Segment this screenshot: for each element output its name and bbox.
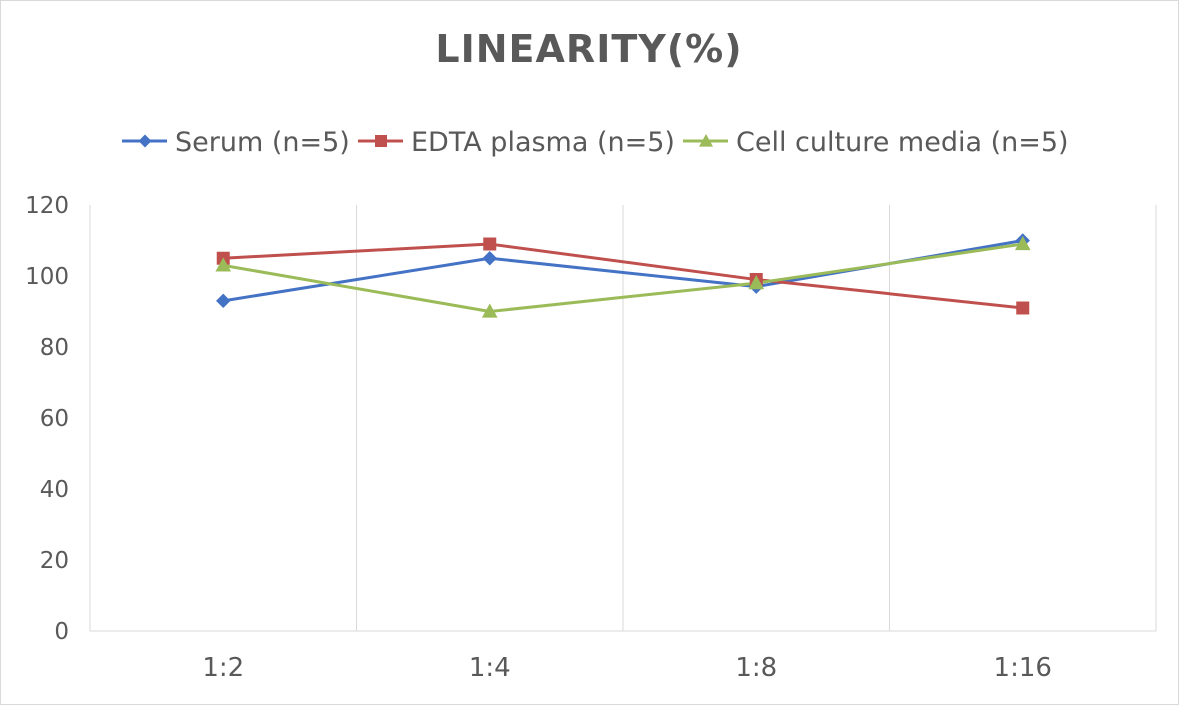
x-tick-label: 1:2 [202,653,244,683]
x-tick-label: 1:8 [735,653,777,683]
legend-item-serum: Serum (n=5) [122,127,350,158]
y-tick-label: 20 [40,548,69,574]
y-tick-label: 0 [54,619,69,645]
plot-area: 0 20 40 60 80 100 120 1:2 1:4 1:8 1:16 [25,193,1157,683]
series-line [223,242,1023,310]
legend-item-edta-plasma: EDTA plasma (n=5) [358,127,675,158]
y-tick-label: 40 [40,477,69,503]
legend-label-cell-culture-media: Cell culture media (n=5) [736,127,1069,158]
legend-marker-cell-culture-media [699,134,713,147]
x-tick-label: 1:4 [469,653,511,683]
x-tick-label: 1:16 [994,653,1052,683]
legend-label-edta-plasma: EDTA plasma (n=5) [411,127,675,158]
legend-item-cell-culture-media: Cell culture media (n=5) [683,127,1069,158]
data-point [216,293,231,309]
legend-marker-serum [138,134,152,148]
data-point [481,303,498,318]
data-point [748,275,765,290]
data-point [483,237,497,251]
data-point [482,251,497,266]
legend-marker-edta-plasma [375,135,387,147]
chart-title: LINEARITY(%) [435,27,742,71]
data-point [215,257,232,272]
y-tick-label: 80 [40,335,69,361]
data-point [1016,301,1030,315]
legend: Serum (n=5) EDTA plasma (n=5) Cell cultu… [122,127,1069,158]
y-tick-label: 100 [25,264,69,290]
data-point [1014,236,1031,251]
y-tick-label: 60 [40,406,69,432]
series-line [222,242,1023,313]
y-tick-label: 120 [25,193,69,219]
legend-label-serum: Serum (n=5) [175,127,350,158]
